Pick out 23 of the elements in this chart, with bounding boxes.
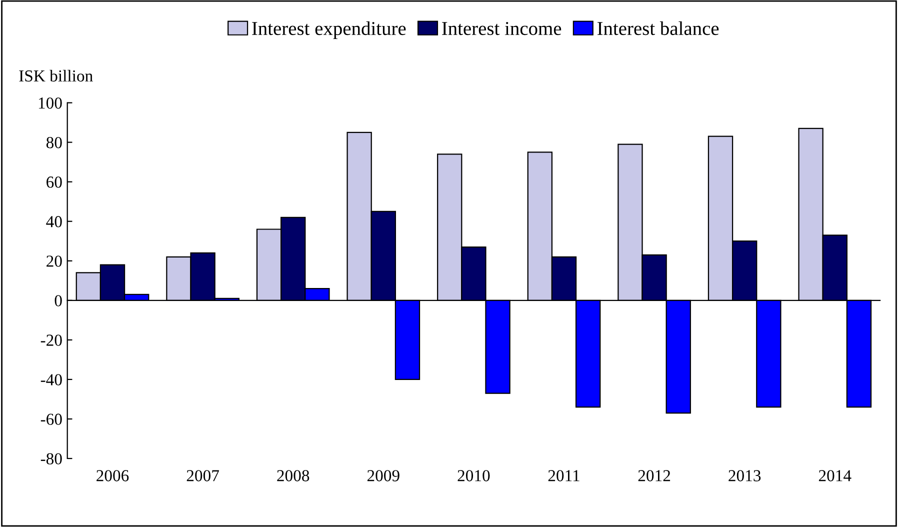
y-tick-label: -80 <box>40 453 62 464</box>
x-tick-label: 2006 <box>96 470 129 482</box>
y-tick-label: 40 <box>46 216 62 228</box>
y-tick-label: -40 <box>40 374 62 386</box>
y-axis-title: ISK billion <box>19 70 93 82</box>
y-tick-label: -60 <box>40 414 62 425</box>
y-tick-label: 0 <box>54 295 62 306</box>
x-tick-label: 2010 <box>458 470 490 482</box>
y-tick-label: 20 <box>46 256 62 267</box>
x-tick-label: 2007 <box>186 470 219 482</box>
x-tick-label: 2011 <box>548 470 580 482</box>
y-tick-label: -20 <box>40 334 62 346</box>
legend-label: Interest expenditure <box>252 21 406 40</box>
y-tick-label: 100 <box>38 97 62 109</box>
x-tick-label: 2012 <box>638 470 670 482</box>
legend-label: Interest income <box>442 22 562 36</box>
x-tick-label: 2008 <box>277 470 310 482</box>
y-tick-label: 80 <box>46 136 62 148</box>
x-tick-label: 2014 <box>818 470 852 482</box>
legend-label: Interest balance <box>597 21 719 36</box>
x-tick-label: 2009 <box>367 470 400 482</box>
x-tick-label: 2013 <box>728 470 761 482</box>
y-tick-label: 60 <box>46 176 62 188</box>
